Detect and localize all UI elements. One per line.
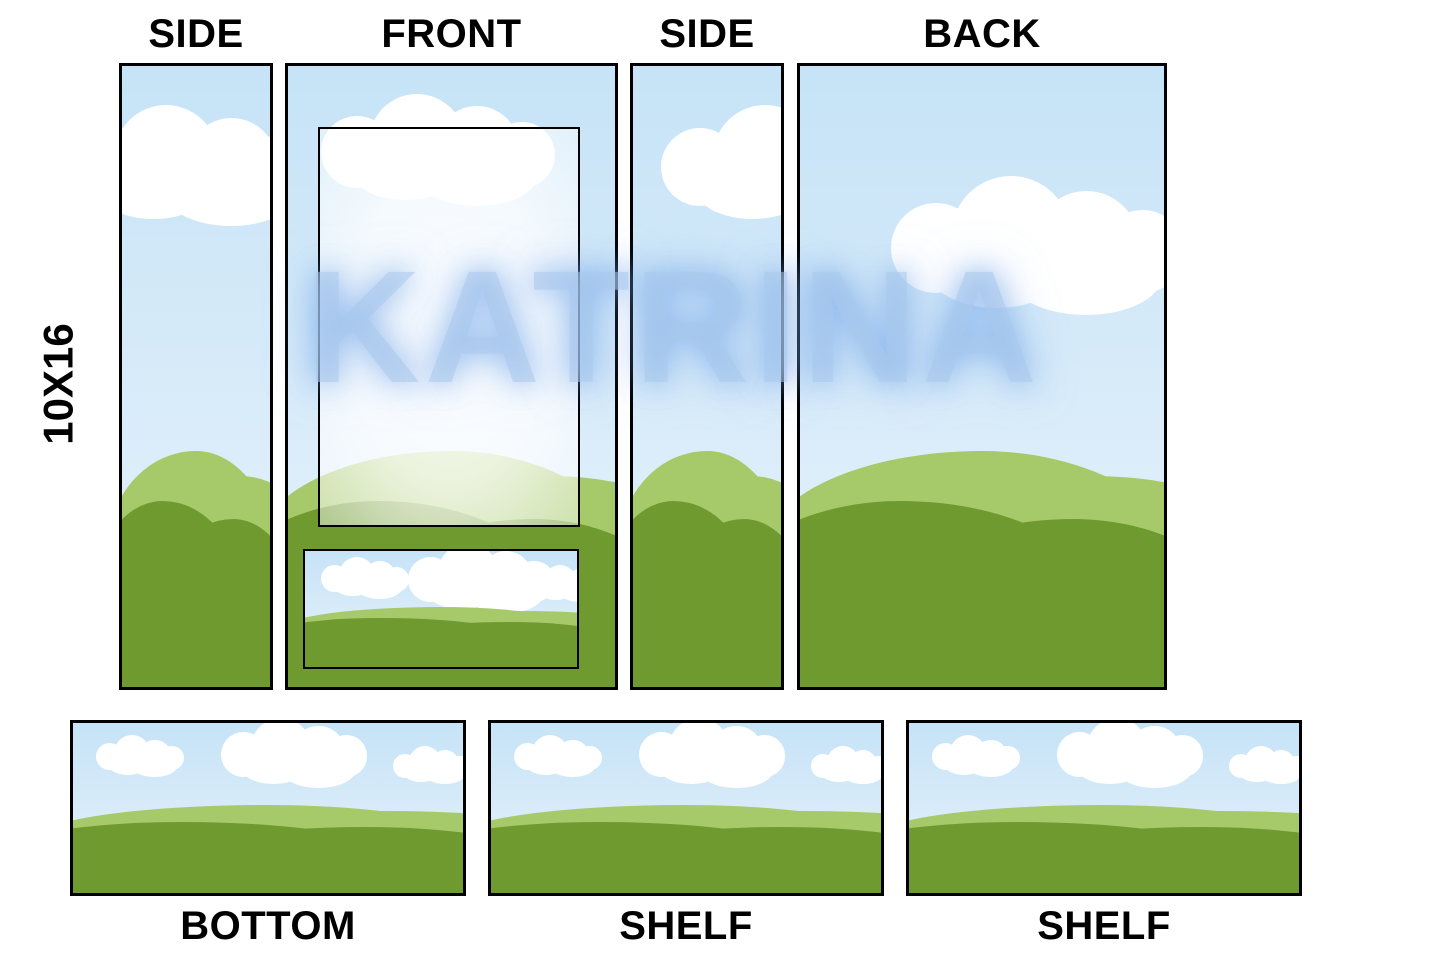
label-back: BACK bbox=[892, 12, 1072, 57]
label-side-2: SIDE bbox=[632, 12, 782, 57]
panel-shelf-1 bbox=[488, 720, 884, 896]
label-shelf-2: SHELF bbox=[979, 904, 1229, 949]
label-front: FRONT bbox=[362, 12, 542, 57]
panel-side-left bbox=[119, 63, 273, 690]
panel-back bbox=[797, 63, 1167, 690]
dimension-label: 10X16 bbox=[35, 323, 83, 444]
front-drawer-cutout bbox=[303, 549, 579, 669]
front-window-cutout bbox=[318, 127, 580, 527]
panel-shelf-2 bbox=[906, 720, 1302, 896]
label-side-1: SIDE bbox=[121, 12, 271, 57]
template-stage: SIDE FRONT SIDE BACK 10X16 KATRINA BOTTO… bbox=[0, 0, 1445, 963]
label-bottom: BOTTOM bbox=[143, 904, 393, 949]
panel-bottom bbox=[70, 720, 466, 896]
label-shelf-1: SHELF bbox=[561, 904, 811, 949]
panel-side-right bbox=[630, 63, 784, 690]
